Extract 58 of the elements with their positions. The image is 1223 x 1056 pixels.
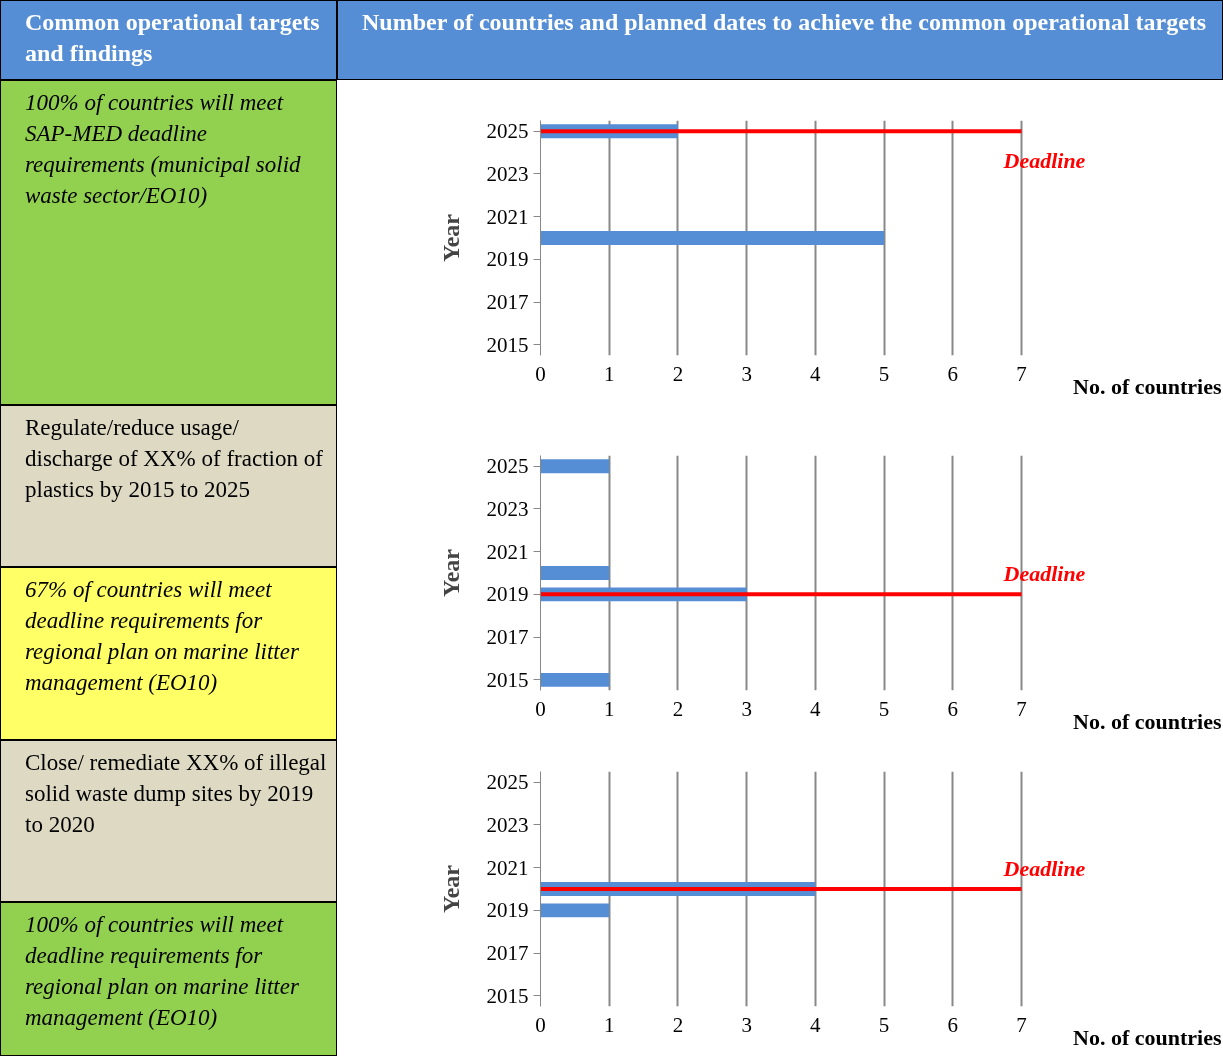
x-tick-label: 5 [878,361,890,386]
x-tick-label: 4 [810,1012,822,1037]
x-tick-label: 0 [535,361,546,386]
x-tick-label: 2 [672,361,684,386]
ref-line-label: Deadline [1002,148,1086,174]
x-tick-label: 1 [603,696,615,721]
text: Close/ remediate XX% of illegal solid waste dump sites by 2019 to 2020 [0,740,337,902]
y-tick-label: 2017 [486,290,529,315]
x-axis-title: No. of countries [1073,708,1222,734]
x-tick-label: 6 [947,361,959,386]
x-tick-label: 2 [672,1012,684,1037]
x-tick-label: 4 [810,361,822,386]
y-tick-label: 2023 [486,812,529,837]
y-tick-label: 2023 [486,496,529,521]
y-tick-label: 2015 [486,332,529,357]
x-axis-title: No. of countries [1073,1024,1222,1050]
text: Regulate/reduce usage/ discharge of XX% of fraction of plastics by 2015 to 2025 [0,405,337,567]
y-tick-label: 2021 [486,539,529,564]
y-tick-label: 2015 [486,667,529,692]
ref-line-label: Deadline [1002,856,1086,881]
y-tick-label: 2023 [486,161,529,186]
text: Common operational targets and findings [0,0,337,80]
y-tick-label: 2019 [486,898,529,923]
x-tick-label: 0 [535,696,546,721]
x-tick-label: 0 [535,1012,546,1037]
y-axis-title: Year [437,213,464,262]
x-tick-label: 3 [741,1012,752,1037]
y-tick-label: 2021 [486,204,529,229]
text: 67% of countries will meet deadline requirements for regional plan on marine litter management (EO10) [0,567,337,740]
text: Number of countries and planned dates to achieve the common operational targets [337,0,1223,80]
ref-line-label: Deadline [1002,561,1086,587]
x-tick-label: 7 [1016,361,1027,386]
y-tick-label: 2025 [486,119,529,144]
x-tick-label: 3 [741,696,752,721]
y-tick-label: 2017 [486,625,529,650]
x-tick-label: 6 [947,1012,959,1037]
x-tick-label: 5 [878,1012,890,1037]
x-tick-label: 1 [603,361,615,386]
y-tick-label: 2019 [486,247,529,272]
text: 100% of countries will meet SAP-MED deadline requirements (municipal solid waste sector/EO10) [0,80,337,405]
text: 100% of countries will meet deadline requirements for regional plan on marine litter management (EO10) [0,902,337,1056]
y-axis-title: Year [437,864,464,913]
x-tick-label: 7 [1016,1012,1027,1037]
y-tick-label: 2019 [486,582,529,607]
y-tick-label: 2017 [486,941,529,966]
y-tick-label: 2015 [486,983,529,1008]
y-axis-title: Year [437,548,464,597]
x-tick-label: 7 [1016,696,1027,721]
y-tick-label: 2025 [486,770,529,795]
x-tick-label: 5 [878,696,890,721]
x-tick-label: 1 [603,1012,615,1037]
y-tick-label: 2021 [486,855,529,880]
x-tick-label: 4 [810,696,822,721]
x-tick-label: 3 [741,361,752,386]
x-axis-title: No. of countries [1073,373,1222,399]
x-tick-label: 6 [947,696,959,721]
x-tick-label: 2 [672,696,684,721]
y-tick-label: 2025 [486,454,529,479]
